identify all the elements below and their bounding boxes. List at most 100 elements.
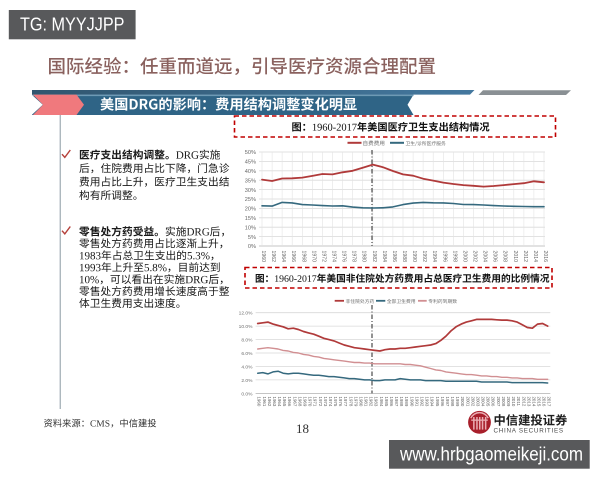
svg-text:1985: 1985: [384, 397, 389, 407]
svg-text:2012: 2012: [522, 251, 528, 263]
svg-text:30%: 30%: [245, 188, 256, 194]
svg-text:2012: 2012: [521, 397, 526, 407]
svg-text:2010: 2010: [512, 251, 518, 263]
svg-text:1992: 1992: [420, 397, 425, 407]
svg-text:50%: 50%: [245, 150, 256, 156]
svg-text:2003: 2003: [476, 397, 481, 407]
svg-text:1978: 1978: [351, 251, 357, 263]
svg-text:2004: 2004: [481, 397, 486, 407]
svg-text:1981: 1981: [364, 397, 369, 407]
svg-text:1963: 1963: [272, 397, 277, 407]
svg-text:1988: 1988: [401, 251, 407, 263]
svg-text:1961: 1961: [262, 397, 267, 407]
svg-text:1976: 1976: [341, 251, 347, 263]
svg-text:2000: 2000: [461, 251, 467, 263]
svg-text:1992: 1992: [421, 251, 427, 263]
svg-text:1991: 1991: [414, 397, 419, 407]
svg-text:1972: 1972: [320, 251, 326, 263]
svg-text:18: 18: [296, 421, 309, 436]
svg-text:2011: 2011: [516, 397, 521, 407]
svg-text:1964: 1964: [280, 251, 286, 263]
svg-text:2002: 2002: [472, 251, 478, 263]
svg-text:2014: 2014: [532, 251, 538, 263]
svg-text:1974: 1974: [328, 397, 333, 407]
svg-text:5%: 5%: [248, 235, 256, 241]
svg-text:1966: 1966: [287, 397, 292, 407]
svg-text:1984: 1984: [379, 397, 384, 407]
svg-text:8.0%: 8.0%: [241, 338, 253, 344]
svg-text:2014: 2014: [531, 397, 536, 407]
svg-text:2002: 2002: [470, 397, 475, 407]
svg-text:1968: 1968: [297, 397, 302, 407]
svg-text:2005: 2005: [486, 397, 491, 407]
svg-text:1987: 1987: [394, 397, 399, 407]
svg-text:1982: 1982: [369, 397, 374, 407]
svg-text:2016: 2016: [542, 397, 547, 407]
svg-text:1971: 1971: [313, 397, 318, 407]
svg-text:1962: 1962: [267, 397, 272, 407]
svg-text:1980: 1980: [361, 251, 367, 263]
svg-text:1996: 1996: [440, 397, 445, 407]
svg-text:1960: 1960: [260, 251, 266, 263]
svg-text:1972: 1972: [318, 397, 323, 407]
svg-text:1984: 1984: [381, 251, 387, 263]
svg-text:1980: 1980: [359, 397, 364, 407]
svg-text:1978: 1978: [348, 397, 353, 407]
svg-text:2007: 2007: [496, 397, 501, 407]
svg-text:1990: 1990: [411, 251, 417, 263]
svg-text:20%: 20%: [245, 207, 256, 213]
svg-text:25%: 25%: [245, 197, 256, 203]
svg-text:1986: 1986: [389, 397, 394, 407]
svg-text:TG: MYYJJPP: TG: MYYJJPP: [20, 14, 125, 35]
svg-text:2008: 2008: [501, 397, 506, 407]
svg-text:1994: 1994: [431, 251, 437, 263]
svg-text:1967: 1967: [292, 397, 297, 407]
svg-text:40%: 40%: [245, 169, 256, 175]
svg-text:1997: 1997: [445, 397, 450, 407]
svg-text:1965: 1965: [282, 397, 287, 407]
svg-text:1990: 1990: [409, 397, 414, 407]
svg-text:2010: 2010: [511, 397, 516, 407]
svg-text:1975: 1975: [333, 397, 338, 407]
svg-text:1999: 1999: [455, 397, 460, 407]
svg-text:1962: 1962: [270, 251, 276, 263]
svg-text:1986: 1986: [391, 251, 397, 263]
svg-text:1966: 1966: [290, 251, 296, 263]
svg-text:1989: 1989: [404, 397, 409, 407]
svg-text:2000: 2000: [460, 397, 465, 407]
svg-text:4.0%: 4.0%: [241, 365, 253, 371]
svg-text:0.0%: 0.0%: [241, 391, 253, 397]
svg-text:15%: 15%: [245, 216, 256, 222]
svg-text:1982: 1982: [371, 251, 377, 263]
svg-text:1988: 1988: [399, 397, 404, 407]
svg-text:1969: 1969: [303, 397, 308, 407]
svg-text:2016: 2016: [542, 251, 548, 263]
svg-text:0%: 0%: [248, 244, 256, 250]
svg-text:1994: 1994: [430, 397, 435, 407]
svg-text:1977: 1977: [343, 397, 348, 407]
svg-text:35%: 35%: [245, 178, 256, 184]
svg-text:1974: 1974: [331, 251, 337, 263]
svg-text:1998: 1998: [451, 251, 457, 263]
svg-text:1964: 1964: [277, 397, 282, 407]
svg-text:1996: 1996: [441, 251, 447, 263]
svg-text:2001: 2001: [465, 397, 470, 407]
svg-text:6.0%: 6.0%: [241, 351, 253, 357]
svg-text:1998: 1998: [450, 397, 455, 407]
svg-text:45%: 45%: [245, 160, 256, 166]
svg-text:2.0%: 2.0%: [241, 378, 253, 384]
svg-text:2017: 2017: [547, 397, 552, 407]
svg-text:2008: 2008: [502, 251, 508, 263]
svg-text:2006: 2006: [491, 397, 496, 407]
svg-text:1995: 1995: [435, 397, 440, 407]
svg-text:1973: 1973: [323, 397, 328, 407]
svg-text:1970: 1970: [310, 251, 316, 263]
svg-text:2006: 2006: [492, 251, 498, 263]
svg-text:1970: 1970: [308, 397, 313, 407]
svg-text:1979: 1979: [353, 397, 358, 407]
svg-text:CHINA SECURITIES: CHINA SECURITIES: [494, 427, 564, 434]
svg-text:1960: 1960: [257, 397, 262, 407]
svg-text:2015: 2015: [537, 397, 542, 407]
svg-text:2009: 2009: [506, 397, 511, 407]
svg-text:1976: 1976: [338, 397, 343, 407]
